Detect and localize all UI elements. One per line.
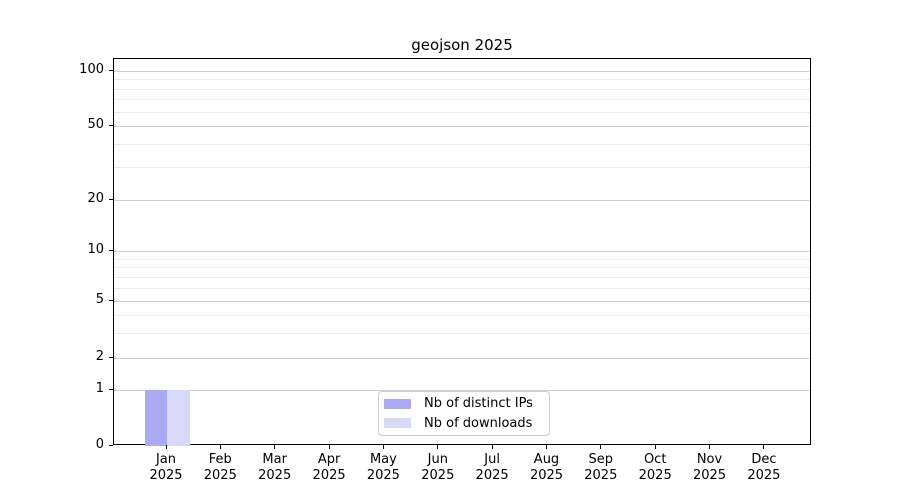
y-tick-mark	[109, 198, 113, 200]
gridline-minor	[114, 267, 810, 269]
y-tick-mark	[109, 69, 113, 71]
x-tick-label: Jan 2025	[149, 452, 183, 483]
legend-label-downloads: Nb of downloads	[424, 415, 533, 431]
gridline-major	[114, 126, 810, 127]
gridline-minor	[114, 167, 810, 169]
gridline-major	[114, 301, 810, 302]
y-tick-mark	[109, 124, 113, 126]
y-tick-label: 50	[87, 117, 104, 132]
x-tick-label: Mar 2025	[258, 452, 292, 483]
x-tick-mark	[437, 445, 439, 449]
gridline-minor	[114, 258, 810, 260]
gridline-major	[114, 358, 810, 359]
bars-layer	[114, 59, 810, 446]
legend: Nb of distinct IPs Nb of downloads	[378, 391, 550, 436]
y-tick-label: 2	[95, 349, 104, 364]
gridline-minor	[114, 88, 810, 90]
x-tick-mark	[491, 445, 493, 449]
x-tick-mark	[165, 445, 167, 449]
gridline-minor	[114, 276, 810, 278]
x-tick-label: Dec 2025	[747, 452, 781, 483]
y-tick-mark	[109, 356, 113, 358]
gridline-minor	[114, 314, 810, 316]
gridline-minor	[114, 287, 810, 289]
y-tick-label: 0	[95, 437, 104, 452]
gridline-minor	[114, 99, 810, 101]
x-tick-label: Feb 2025	[203, 452, 237, 483]
legend-swatch-downloads	[384, 418, 411, 429]
x-tick-mark	[546, 445, 547, 449]
bar-distinct-ips	[144, 390, 167, 446]
gridline-major	[114, 200, 810, 201]
x-tick-mark	[219, 445, 221, 449]
x-tick-mark	[600, 445, 602, 449]
x-tick-label: Jul 2025	[475, 452, 509, 483]
x-tick-mark	[328, 445, 330, 449]
gridline-major	[114, 251, 810, 252]
gridlines-layer	[114, 59, 810, 444]
legend-item-downloads: Nb of downloads	[384, 416, 541, 432]
chart-title: geojson 2025	[411, 36, 513, 54]
y-tick-mark	[109, 249, 113, 251]
legend-label-distinct-ips: Nb of distinct IPs	[424, 396, 533, 412]
legend-swatch-distinct-ips	[384, 398, 411, 409]
y-tick-mark	[109, 444, 113, 446]
gridline-minor	[114, 111, 810, 113]
legend-item-distinct-ips: Nb of distinct IPs	[384, 396, 541, 412]
x-tick-mark	[654, 445, 656, 449]
x-tick-label: Jun 2025	[421, 452, 455, 483]
gridline-major	[114, 390, 810, 391]
x-tick-mark	[274, 445, 276, 449]
x-tick-mark	[709, 445, 710, 449]
gridline-minor	[114, 144, 810, 145]
y-tick-label: 20	[87, 191, 104, 206]
gridline-major	[114, 71, 810, 72]
x-tick-label: Apr 2025	[312, 452, 346, 483]
gridline-minor	[114, 79, 810, 81]
x-tick-label: Sep 2025	[584, 452, 618, 483]
y-tick-label: 10	[87, 242, 104, 257]
y-tick-mark	[109, 299, 113, 301]
x-tick-label: May 2025	[366, 452, 400, 483]
x-tick-mark	[382, 445, 384, 449]
x-tick-mark	[763, 445, 765, 449]
y-tick-label: 5	[95, 292, 104, 307]
y-tick-label: 1	[95, 381, 104, 396]
x-tick-label: Oct 2025	[638, 452, 672, 483]
gridline-minor	[114, 332, 810, 334]
bar-downloads	[167, 390, 190, 446]
x-tick-label: Aug 2025	[529, 452, 564, 483]
x-tick-label: Nov 2025	[692, 452, 727, 483]
plot-area	[113, 58, 811, 446]
y-tick-label: 100	[79, 62, 104, 77]
y-tick-mark	[109, 388, 113, 390]
